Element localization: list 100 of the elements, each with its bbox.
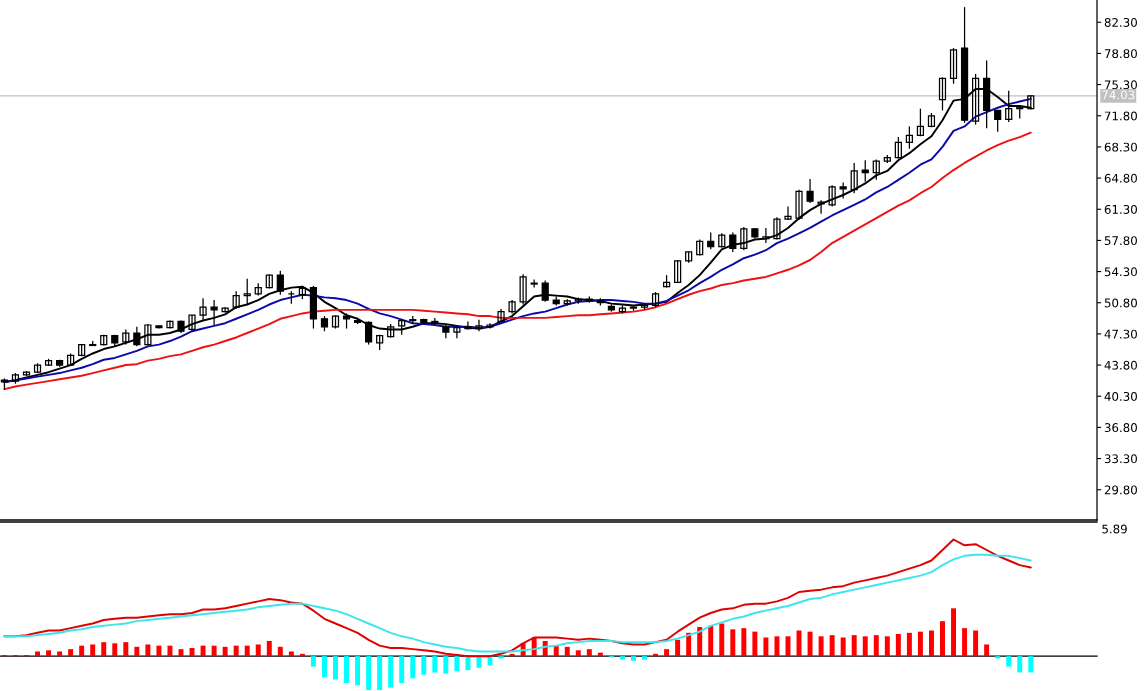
bar bbox=[355, 656, 361, 686]
candlestick bbox=[916, 108, 925, 137]
bar bbox=[708, 625, 714, 657]
bar bbox=[255, 644, 261, 657]
bar bbox=[586, 649, 592, 657]
bar bbox=[277, 646, 283, 657]
bar bbox=[410, 656, 416, 679]
bar bbox=[675, 639, 681, 657]
candlestick bbox=[762, 227, 770, 244]
bar bbox=[421, 656, 427, 675]
bar bbox=[465, 656, 471, 671]
candlestick bbox=[894, 136, 902, 160]
bar bbox=[1006, 656, 1012, 667]
bar bbox=[454, 656, 460, 672]
bar bbox=[873, 635, 879, 657]
bar bbox=[962, 628, 968, 657]
bar bbox=[763, 637, 769, 657]
bar bbox=[68, 649, 74, 657]
bar bbox=[564, 646, 570, 657]
bar bbox=[642, 656, 647, 660]
bar bbox=[686, 632, 692, 657]
bar bbox=[984, 644, 990, 657]
y-tick-label: 47.30 bbox=[1104, 329, 1137, 339]
bar bbox=[575, 650, 581, 657]
bar bbox=[796, 630, 802, 657]
bar bbox=[719, 623, 725, 657]
candlestick bbox=[497, 308, 505, 323]
bar bbox=[366, 656, 372, 690]
y-tick-label: 33.30 bbox=[1104, 454, 1137, 464]
candlestick bbox=[133, 326, 141, 347]
bar bbox=[90, 644, 96, 657]
bar bbox=[101, 642, 107, 657]
candlestick bbox=[861, 159, 869, 183]
y-tick-label: 50.80 bbox=[1104, 298, 1137, 308]
bar bbox=[829, 635, 835, 657]
bar bbox=[35, 651, 41, 657]
y-tick-label: 64.80 bbox=[1104, 173, 1137, 183]
candlestick bbox=[210, 299, 218, 326]
y-tick-label: 82.30 bbox=[1104, 17, 1137, 27]
candlestick bbox=[475, 319, 483, 332]
bar bbox=[377, 656, 383, 690]
candlestick bbox=[994, 109, 1002, 133]
y-tick-label: 75.30 bbox=[1104, 80, 1137, 90]
text: 5.89 bbox=[1102, 524, 1127, 534]
bar bbox=[399, 656, 405, 683]
bar bbox=[156, 645, 162, 657]
bar bbox=[321, 656, 327, 678]
bar bbox=[145, 644, 151, 657]
bar bbox=[741, 628, 747, 657]
bar bbox=[840, 637, 846, 657]
bar bbox=[134, 646, 140, 657]
bar bbox=[917, 631, 923, 657]
y-tick-label: 61.30 bbox=[1104, 204, 1137, 214]
bar bbox=[211, 645, 217, 657]
candlestick bbox=[817, 199, 825, 215]
bar bbox=[432, 656, 438, 673]
bar bbox=[631, 656, 636, 661]
candlestick bbox=[806, 178, 814, 204]
bar bbox=[851, 635, 857, 657]
bar bbox=[697, 626, 703, 657]
bar bbox=[619, 656, 625, 660]
bar bbox=[884, 636, 890, 657]
bar bbox=[818, 636, 824, 657]
candlestick bbox=[166, 319, 174, 330]
candlestick bbox=[905, 125, 913, 150]
candlestick bbox=[508, 299, 516, 315]
bar bbox=[476, 656, 482, 668]
candlestick bbox=[784, 205, 792, 221]
bar bbox=[288, 651, 294, 657]
candlestick bbox=[674, 259, 682, 284]
ref-line-label: 74.03 bbox=[1102, 90, 1135, 100]
candlestick bbox=[144, 323, 152, 347]
bar bbox=[973, 630, 979, 657]
bar bbox=[200, 645, 206, 657]
candlestick bbox=[773, 216, 781, 241]
y-tick-label: 40.30 bbox=[1104, 391, 1137, 401]
y-tick-label: 29.80 bbox=[1104, 485, 1137, 495]
bar bbox=[752, 631, 758, 657]
candlestick bbox=[365, 320, 373, 346]
candlestick bbox=[519, 273, 527, 306]
bar bbox=[46, 650, 52, 657]
candlestick bbox=[872, 158, 880, 181]
bar bbox=[553, 645, 559, 657]
y-tick-label: 78.80 bbox=[1104, 49, 1137, 59]
bar bbox=[222, 646, 228, 657]
bar bbox=[244, 645, 250, 657]
bar bbox=[189, 647, 195, 657]
bar bbox=[928, 630, 934, 657]
bar bbox=[266, 640, 272, 657]
bar bbox=[310, 656, 316, 667]
y-tick-label: 43.80 bbox=[1104, 360, 1137, 370]
candlestick bbox=[795, 189, 803, 221]
bar bbox=[951, 608, 957, 657]
candlestick bbox=[199, 297, 207, 321]
candlestick bbox=[276, 270, 284, 296]
candlestick bbox=[729, 231, 737, 253]
bar bbox=[895, 633, 901, 657]
bar bbox=[167, 645, 173, 657]
candlestick bbox=[541, 279, 549, 303]
bar bbox=[388, 656, 394, 688]
